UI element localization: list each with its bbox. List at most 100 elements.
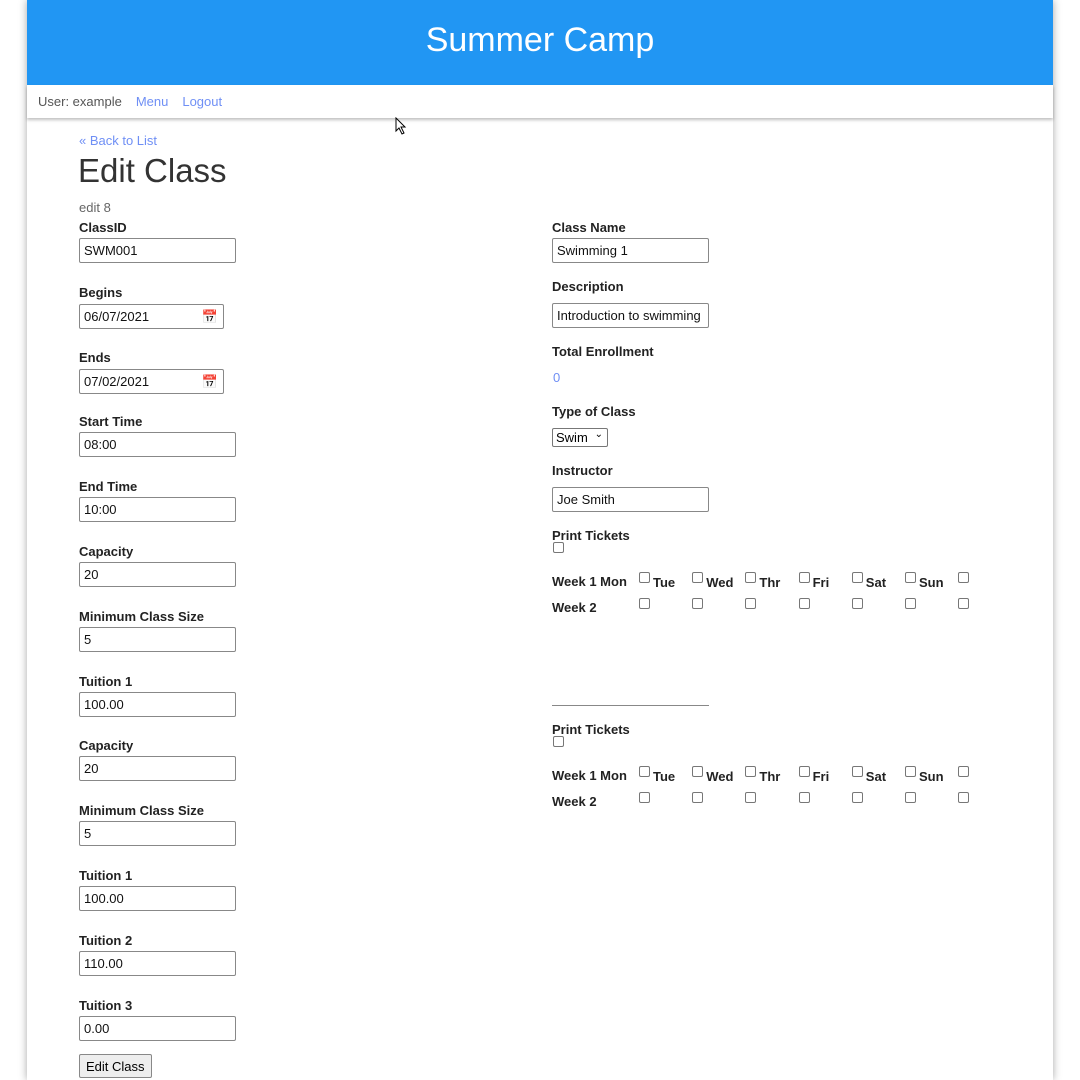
day-label: Thr xyxy=(759,575,781,590)
week1-day-checkbox[interactable] xyxy=(639,572,650,583)
app-header: Summer Camp xyxy=(27,0,1053,85)
week1-day-checkbox[interactable] xyxy=(692,572,704,583)
print-tickets-label: Print Tickets xyxy=(552,722,630,737)
logout-link[interactable]: Logout xyxy=(182,94,223,109)
user-label: User: example xyxy=(38,94,122,109)
week2-day-checkbox[interactable] xyxy=(851,792,863,803)
field-label: Start Time xyxy=(79,414,143,430)
calendar-icon[interactable]: 📅 xyxy=(201,308,218,324)
date-input[interactable]: 06/07/2021 📅 xyxy=(79,303,224,329)
field-label: Capacity xyxy=(79,544,134,559)
type-selected: Swim xyxy=(556,430,588,445)
total-enrollment-value: 0 xyxy=(553,370,561,385)
calendar-icon[interactable]: 📅 xyxy=(201,373,218,389)
week1-day-checkbox[interactable] xyxy=(798,766,810,777)
week1-day-checkbox[interactable] xyxy=(692,766,704,777)
edit-class-button[interactable]: Edit Class xyxy=(79,1054,152,1078)
week1-day-checkbox[interactable] xyxy=(851,766,863,777)
field-label: Tuition 1 xyxy=(79,868,133,883)
field-label: Ends xyxy=(79,349,111,365)
week2-day-checkbox[interactable] xyxy=(692,598,704,609)
blank-input[interactable] xyxy=(552,705,709,706)
week2-day-checkbox[interactable] xyxy=(905,598,916,609)
mouse-cursor-icon xyxy=(395,117,407,135)
type-of-class-select[interactable]: Swim ⌄ xyxy=(552,428,608,447)
week2-label: Week 2 xyxy=(552,794,597,809)
day-label: Sat xyxy=(865,769,887,784)
week1-day-checkbox[interactable] xyxy=(905,766,916,777)
page: Summer Camp User: example Menu Logout « Ba… xyxy=(27,0,1053,1080)
week2-day-checkbox[interactable] xyxy=(745,792,757,803)
description-label: Description xyxy=(552,279,624,294)
day-label: Fri xyxy=(812,769,830,784)
week1-day-checkbox[interactable] xyxy=(745,572,757,583)
field-input[interactable]: 100.00 xyxy=(79,691,236,717)
date-value: 07/02/2021 xyxy=(84,373,150,389)
week1-day-checkbox[interactable] xyxy=(851,572,863,583)
field-label: Tuition 1 xyxy=(79,673,133,689)
week1-label: Week 1 Mon xyxy=(552,768,627,783)
day-label: Sat xyxy=(865,575,887,590)
day-label: Sun xyxy=(919,575,944,590)
field-input[interactable]: SWM001 xyxy=(79,238,236,263)
day-label: Thr xyxy=(759,769,781,784)
subtitle: edit 8 xyxy=(79,200,111,215)
date-value: 06/07/2021 xyxy=(84,308,150,324)
class-name-input[interactable]: Swimming 1 xyxy=(552,238,709,263)
week2-day-checkbox[interactable] xyxy=(745,598,757,609)
field-input[interactable]: 10:00 xyxy=(79,497,236,523)
day-label: Wed xyxy=(706,575,734,590)
week2-day-checkbox[interactable] xyxy=(639,792,650,803)
print-tickets-checkbox[interactable] xyxy=(553,542,564,553)
class-name-label: Class Name xyxy=(552,220,626,235)
week2-day-checkbox[interactable] xyxy=(639,598,650,609)
week2-day-checkbox[interactable] xyxy=(851,598,863,609)
week2-day-checkbox[interactable] xyxy=(798,598,810,609)
field-label: ClassID xyxy=(79,220,127,235)
field-input[interactable]: 20 xyxy=(79,756,236,782)
field-label: Minimum Class Size xyxy=(79,608,204,624)
field-input[interactable]: 5 xyxy=(79,626,236,652)
week2-label: Week 2 xyxy=(552,600,597,615)
print-tickets-checkbox[interactable] xyxy=(553,736,564,747)
field-label: End Time xyxy=(79,479,138,495)
week1-day-checkbox[interactable] xyxy=(639,766,650,777)
instructor-label: Instructor xyxy=(552,463,613,478)
nav-bar: User: example Menu Logout xyxy=(27,85,1053,118)
date-input[interactable]: 07/02/2021 📅 xyxy=(79,368,224,394)
week1-day-checkbox[interactable] xyxy=(798,572,810,583)
field-input[interactable]: 08:00 xyxy=(79,432,236,458)
week2-day-checkbox[interactable] xyxy=(958,792,970,803)
day-label: Tue xyxy=(653,769,676,784)
week2-day-checkbox[interactable] xyxy=(798,792,810,803)
day-label: Fri xyxy=(812,575,830,590)
chevron-down-icon: ⌄ xyxy=(594,429,603,440)
field-label: Begins xyxy=(79,284,123,300)
week2-day-checkbox[interactable] xyxy=(692,792,704,803)
field-label: Tuition 3 xyxy=(79,997,133,1013)
total-enrollment-label: Total Enrollment xyxy=(552,344,654,359)
day-label: Sun xyxy=(919,769,944,784)
week1-day-checkbox[interactable] xyxy=(745,766,757,777)
type-of-class-label: Type of Class xyxy=(552,404,636,419)
menu-link[interactable]: Menu xyxy=(135,94,169,109)
week1-day-checkbox[interactable] xyxy=(958,766,970,777)
week2-day-checkbox[interactable] xyxy=(905,792,916,803)
field-input[interactable]: 110.00 xyxy=(79,950,236,976)
week2-day-checkbox[interactable] xyxy=(958,598,970,609)
field-input[interactable]: 20 xyxy=(79,562,236,587)
field-input[interactable]: 5 xyxy=(79,821,236,847)
day-label: Tue xyxy=(653,575,676,590)
page-title: Edit Class xyxy=(78,152,227,189)
back-to-list-link[interactable]: « Back to List xyxy=(79,133,158,148)
field-label: Tuition 2 xyxy=(79,932,133,948)
instructor-input[interactable]: Joe Smith xyxy=(552,487,709,512)
field-input[interactable]: 0.00 xyxy=(79,1015,236,1041)
field-input[interactable]: 100.00 xyxy=(79,886,236,911)
print-tickets-label: Print Tickets xyxy=(552,528,630,543)
day-label: Wed xyxy=(706,769,734,784)
week1-day-checkbox[interactable] xyxy=(958,572,970,583)
week1-day-checkbox[interactable] xyxy=(905,572,916,583)
field-label: Minimum Class Size xyxy=(79,803,204,819)
description-input[interactable]: Introduction to swimming xyxy=(552,303,709,328)
